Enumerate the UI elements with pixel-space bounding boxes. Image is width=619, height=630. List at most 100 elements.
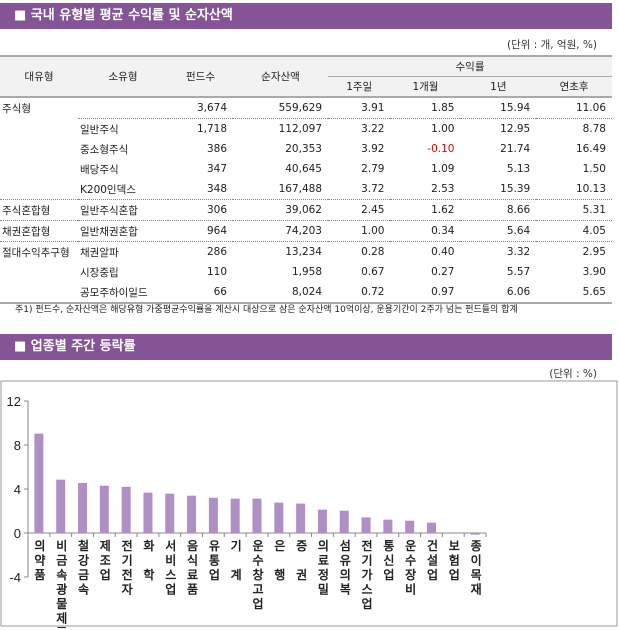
cell-major bbox=[0, 139, 78, 159]
cell-y1: 5.13 bbox=[506, 163, 531, 175]
cell-w1: 2.79 bbox=[361, 163, 385, 175]
bar bbox=[121, 486, 131, 533]
bar bbox=[296, 503, 306, 533]
cell-w1: 1.00 bbox=[328, 220, 391, 242]
cell-w1: 3.22 bbox=[328, 118, 391, 139]
bar bbox=[34, 433, 44, 533]
cell-funds: 3,674 bbox=[196, 102, 227, 114]
section-title-sectors: ■ 업종별 주간 등락률 bbox=[0, 334, 612, 360]
bar bbox=[208, 497, 218, 533]
header-ytd: 연초후 bbox=[536, 76, 612, 97]
cell-assets: 74,203 bbox=[233, 220, 328, 242]
chart-frame bbox=[0, 380, 618, 627]
header-minor: 소유형 bbox=[78, 56, 168, 97]
bar bbox=[99, 485, 109, 533]
cell-minor: 채권알파 bbox=[78, 241, 168, 262]
table-row: K200인덱스 348 167,488 3.72 2.53 15.39 10.13 bbox=[0, 179, 612, 200]
returns-table: 대유형 소유형 펀드수 순자산액 수익률 1주일 1개월 1년 연초후 주식형 3… bbox=[0, 55, 612, 304]
cell-major: 절대수익추구형 bbox=[0, 241, 78, 262]
bar bbox=[339, 510, 349, 533]
cell-w1: 3.91 bbox=[361, 102, 385, 114]
cell-ytd: 5.65 bbox=[582, 286, 606, 298]
cell-w1: 2.45 bbox=[328, 199, 391, 221]
cell-assets: 8,024 bbox=[291, 286, 322, 298]
cell-w1: 0.67 bbox=[361, 266, 385, 278]
cell-funds: 347 bbox=[206, 163, 227, 175]
header-1y: 1년 bbox=[460, 76, 537, 97]
cell-w1: 3.72 bbox=[361, 183, 385, 195]
cell-m1: 2.53 bbox=[431, 183, 455, 195]
cell-m1: 0.97 bbox=[431, 286, 455, 298]
cell-funds: 286 bbox=[168, 241, 233, 262]
cell-minor: 시장중립 bbox=[80, 266, 119, 279]
table-row: 시장중립 110 1,958 0.67 0.27 5.57 3.90 bbox=[0, 262, 612, 282]
cell-w1: 3.92 bbox=[361, 143, 385, 155]
cell-minor bbox=[78, 97, 168, 119]
cell-major bbox=[0, 179, 78, 200]
cell-minor: 공모주하이일드 bbox=[80, 286, 148, 299]
header-1w: 1주일 bbox=[328, 76, 391, 97]
table-row: 공모주하이일드 66 8,024 0.72 0.97 6.06 5.65 bbox=[0, 282, 612, 303]
bar bbox=[78, 482, 88, 533]
x-tick-label: 은 행 bbox=[274, 539, 285, 582]
bar bbox=[143, 492, 153, 533]
cell-y1: 6.06 bbox=[506, 286, 531, 298]
cell-m1: 1.09 bbox=[431, 163, 455, 175]
x-tick-label: 비금속광물제품 bbox=[56, 538, 67, 628]
cell-y1: 15.94 bbox=[500, 102, 531, 114]
y-tick-label: 4 bbox=[14, 482, 21, 497]
bar bbox=[230, 498, 240, 533]
x-tick-label: 화 학 bbox=[143, 538, 154, 582]
header-assets: 순자산액 bbox=[233, 56, 328, 97]
bar bbox=[361, 517, 371, 533]
cell-m1: 1.00 bbox=[390, 118, 461, 139]
bar bbox=[426, 522, 436, 533]
cell-y1: 8.66 bbox=[460, 199, 537, 221]
section-title-returns: ■ 국내 유형별 평균 수익률 및 순자산액 bbox=[0, 3, 612, 29]
cell-m1: -0.10 bbox=[427, 143, 455, 155]
x-tick-label: 기 계 bbox=[231, 538, 242, 582]
cell-assets: 1,958 bbox=[291, 266, 322, 278]
bar bbox=[165, 493, 175, 533]
bar bbox=[470, 533, 480, 535]
cell-m1: 0.40 bbox=[390, 241, 461, 262]
cell-assets: 40,645 bbox=[285, 163, 322, 175]
header-funds: 펀드수 bbox=[168, 56, 233, 97]
table-row: 배당주식 347 40,645 2.79 1.09 5.13 1.50 bbox=[0, 159, 612, 179]
table-row: 일반주식 1,718 112,097 3.22 1.00 12.95 8.78 bbox=[0, 118, 612, 139]
cell-ytd: 3.90 bbox=[582, 266, 606, 278]
cell-assets: 20,353 bbox=[285, 143, 322, 155]
cell-y1: 21.74 bbox=[500, 143, 531, 155]
y-tick-label: 12 bbox=[7, 394, 21, 409]
x-tick-label: 증 권 bbox=[296, 539, 307, 582]
cell-assets: 112,097 bbox=[233, 118, 328, 139]
cell-assets: 13,234 bbox=[233, 241, 328, 262]
cell-y1: 15.39 bbox=[500, 183, 531, 195]
bar bbox=[405, 520, 415, 533]
bar bbox=[383, 519, 393, 533]
cell-assets: 39,062 bbox=[233, 199, 328, 221]
cell-major: 주식혼합형 bbox=[0, 199, 78, 221]
cell-ytd: 8.78 bbox=[536, 118, 612, 139]
cell-minor: K200인덱스 bbox=[80, 183, 136, 196]
cell-assets: 167,488 bbox=[278, 183, 322, 195]
table-row: 채권혼합형 일반채권혼합 964 74,203 1.00 0.34 5.64 4.05 bbox=[0, 220, 612, 242]
header-major: 대유형 bbox=[0, 56, 78, 97]
cell-w1: 0.72 bbox=[361, 286, 385, 298]
y-tick-label: 8 bbox=[14, 438, 21, 453]
header-returns: 수익률 bbox=[328, 56, 612, 77]
cell-ytd: 10.13 bbox=[575, 183, 606, 195]
cell-y1: 3.32 bbox=[460, 241, 537, 262]
y-tick-label: -4 bbox=[9, 570, 21, 585]
